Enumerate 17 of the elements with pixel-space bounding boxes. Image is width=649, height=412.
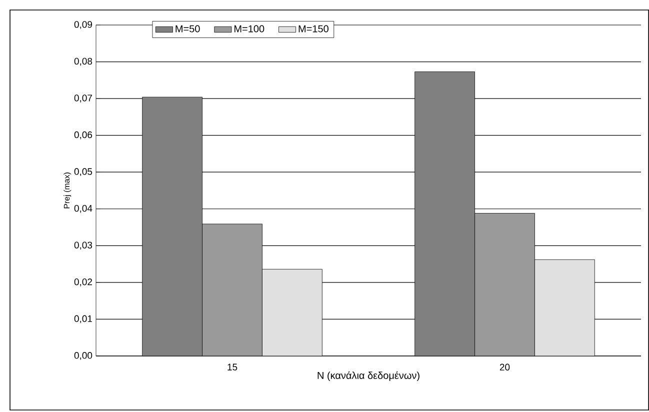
legend-label: M=150 [298,25,328,32]
legend-label: M=100 [234,25,264,32]
y-tick-label: 0,06 [74,131,92,140]
legend-label: M=50 [176,25,200,32]
y-tick-label: 0,01 [74,315,92,324]
y-axis-title: Prej (max) [64,172,72,208]
x-tick-label: 15 [228,364,238,370]
y-tick-label: 0,05 [74,168,92,176]
x-tick-label: 20 [500,364,510,371]
y-tick-label: 0,09 [74,21,92,29]
y-tick-label: 0,07 [74,94,92,102]
y-tick-label: 0,04 [74,204,92,213]
y-tick-label: 0,00 [74,352,92,360]
y-tick-label: 0,08 [74,58,92,66]
x-axis-title: N (κανάλια δεδομένων) [318,371,420,381]
y-tick-label: 0,02 [74,278,92,286]
y-tick-label: 0,03 [74,242,92,250]
